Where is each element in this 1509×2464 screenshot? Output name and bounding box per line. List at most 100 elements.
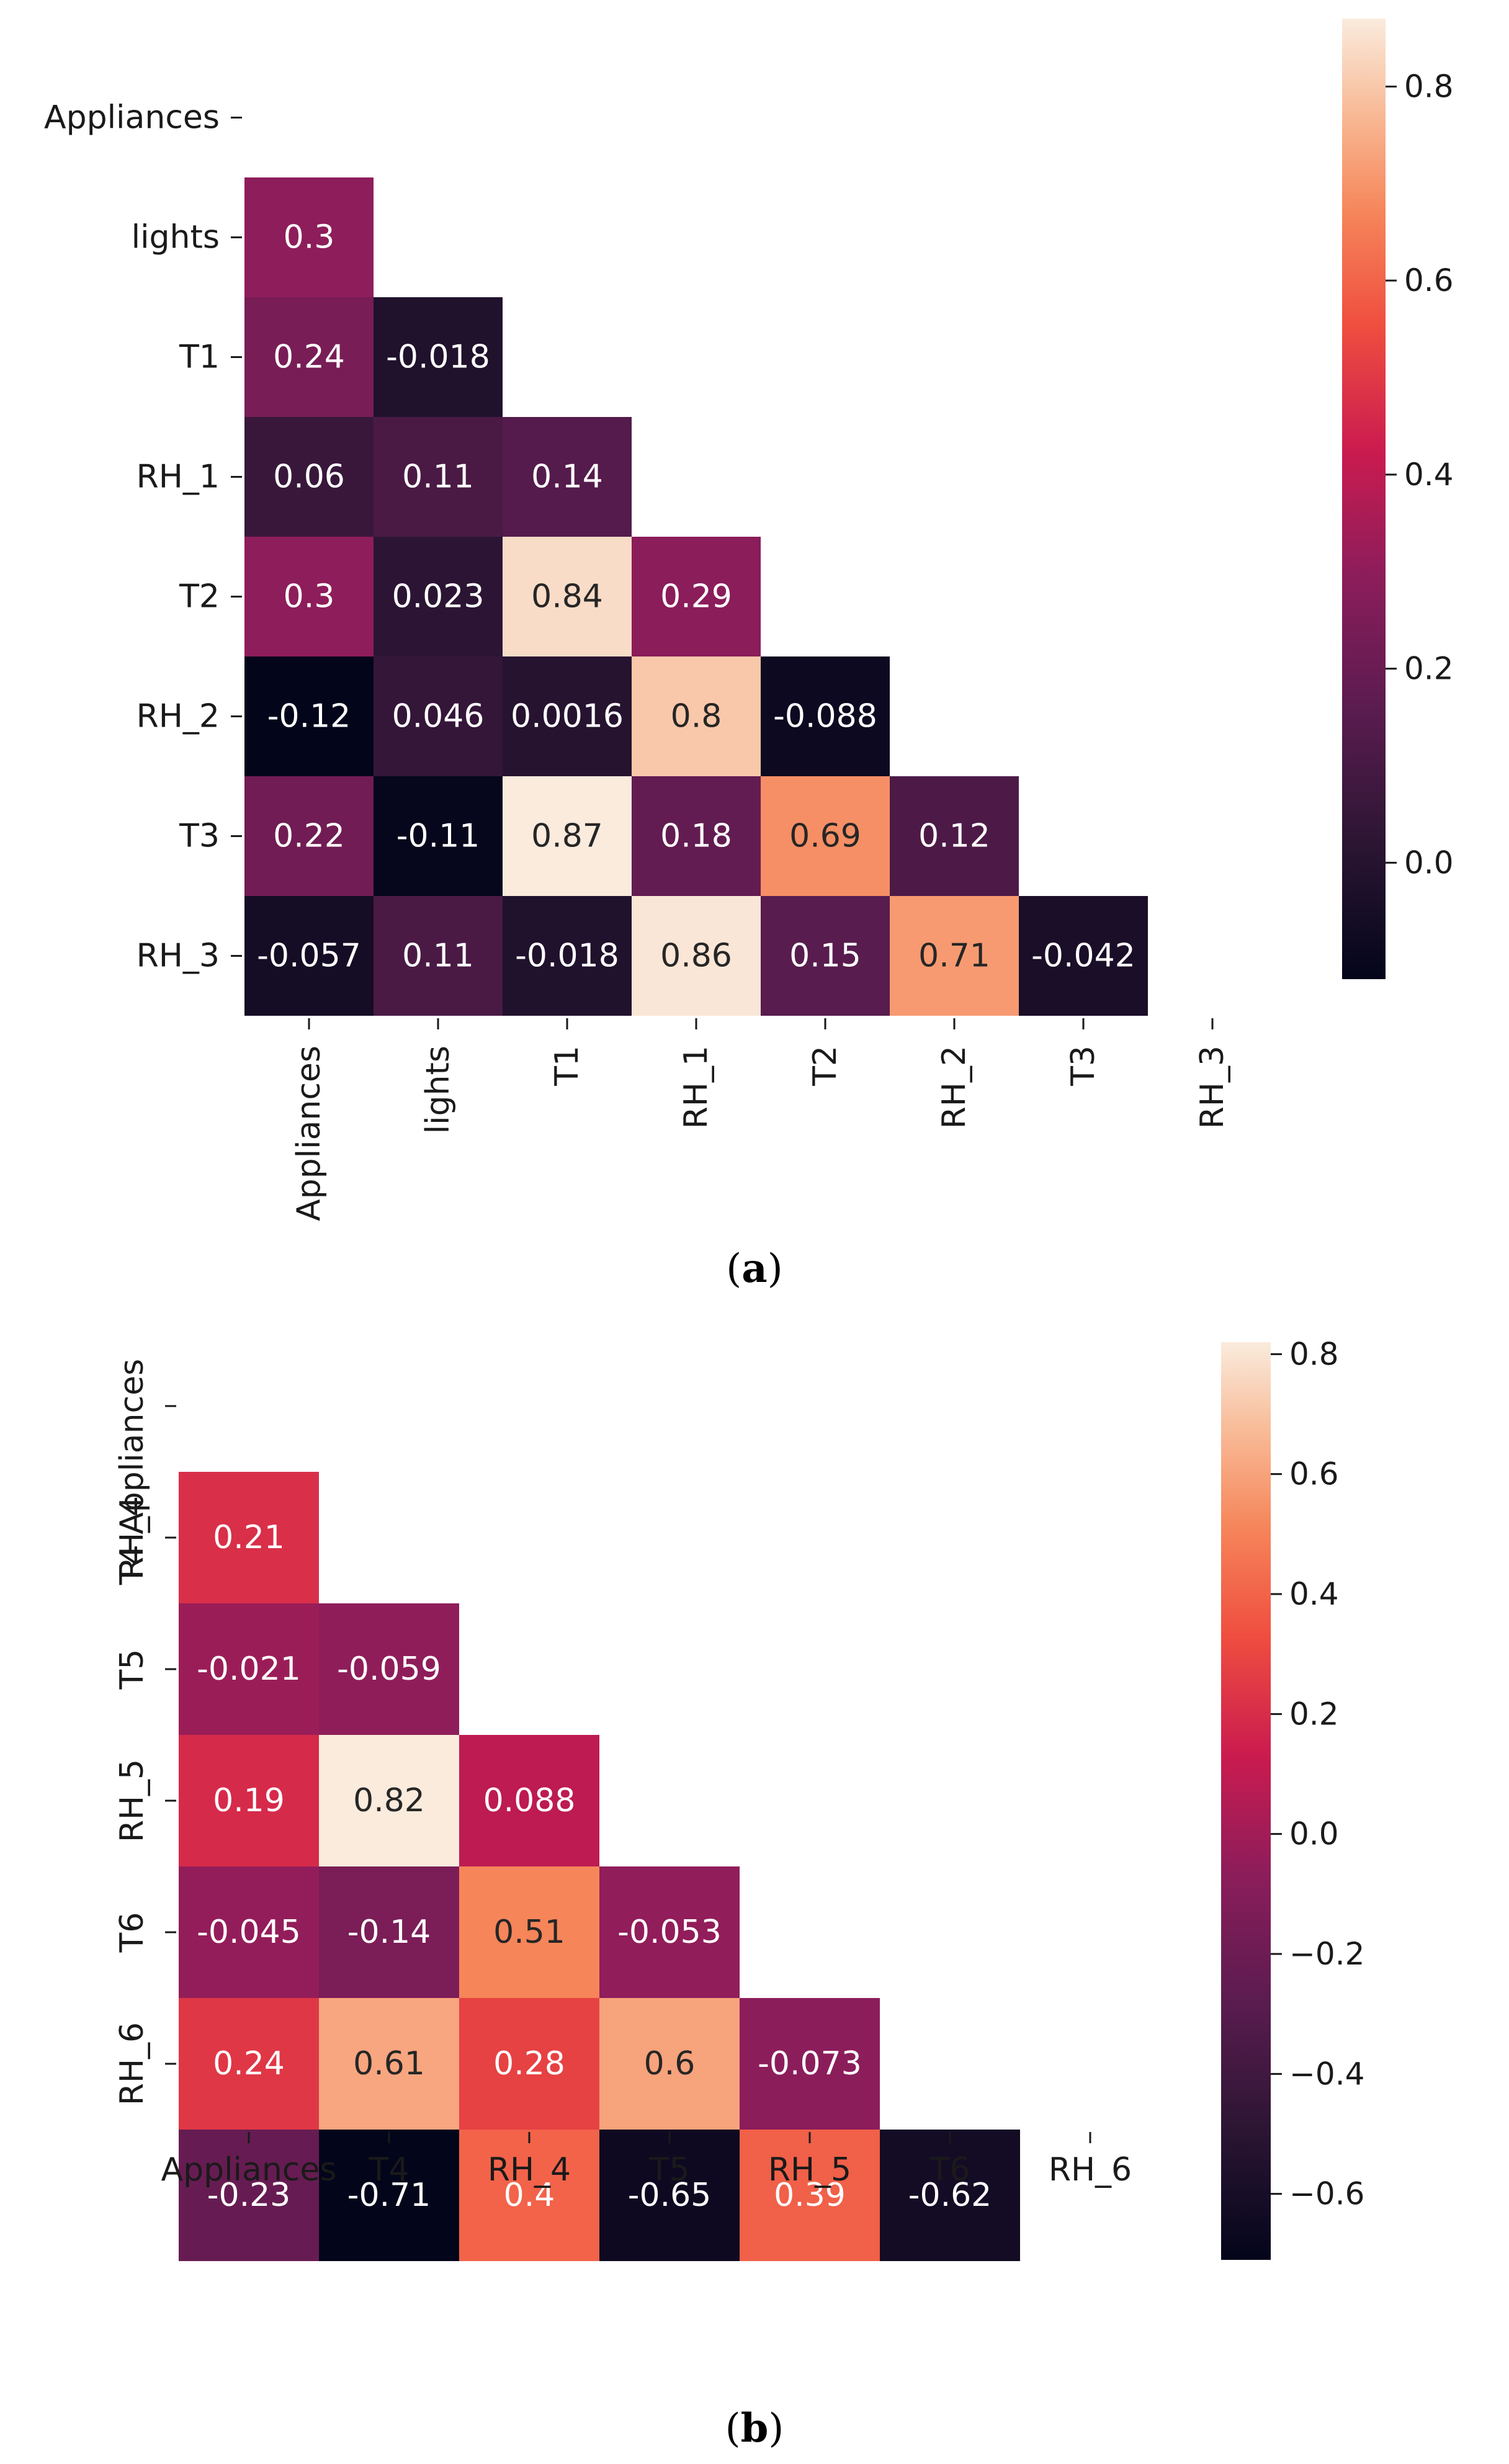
- cell-value-rh-1-appliances: 0.06: [273, 459, 345, 496]
- x-tick-label-lights: lights: [419, 1046, 457, 1134]
- colorbar-tick-label-2: −0.2: [1289, 1936, 1364, 1972]
- y-tick-label-rh-6: RH_6: [114, 2022, 151, 2105]
- cell-t3-t2: [761, 776, 890, 896]
- cell-value-t1-lights: -0.018: [386, 339, 490, 376]
- cell-value-undefined-rh-4: 0.4: [504, 2177, 555, 2214]
- colorbar-tick-label-4: 0.8: [1404, 68, 1454, 104]
- cell-value-t2-appliances: 0.3: [284, 578, 335, 616]
- cell-value-undefined-t4: -0.71: [347, 2177, 431, 2214]
- cell-value-t5-appliances: -0.021: [197, 1651, 301, 1688]
- cell-rh-6-rh-4: [459, 1998, 599, 2130]
- cell-value-t3-lights: -0.11: [396, 818, 480, 855]
- cell-value-t3-rh-2: 0.12: [918, 818, 990, 855]
- y-tick-label-appliances: Appliances: [44, 99, 220, 137]
- cell-rh-3-rh-2: [890, 896, 1019, 1016]
- cell-value-t2-t1: 0.84: [531, 578, 603, 616]
- colorbar-b: [1221, 1342, 1271, 2260]
- cell-value-rh-3-t2: 0.15: [789, 938, 861, 975]
- cell-rh-5-t4: [319, 1735, 459, 1866]
- colorbar-tick-label-2: 0.4: [1404, 457, 1454, 493]
- cell-value-rh-5-rh-4: 0.088: [483, 1782, 576, 1819]
- cell-lights-appliances: [244, 177, 374, 297]
- x-tick-label-t6: T6: [929, 2151, 970, 2188]
- cell-t3-rh-2: [890, 776, 1019, 896]
- cell-value-t6-t5: -0.053: [617, 1914, 722, 1951]
- cell-t2-t1: [503, 537, 632, 656]
- cell-rh-3-t3: [1019, 896, 1148, 1016]
- cell-value-rh-1-lights: 0.11: [402, 459, 474, 496]
- cell-value-rh-6-rh-5: -0.073: [758, 2045, 862, 2082]
- cell-t2-rh-1: [632, 537, 761, 656]
- caption-a: (a): [726, 1245, 782, 1292]
- cell-rh-2-t1: [503, 656, 632, 776]
- cell-rh-4-appliances: [179, 1472, 319, 1603]
- x-tick-label-t5: T5: [649, 2151, 690, 2188]
- x-tick-label-t4: T4: [369, 2151, 410, 2188]
- cell-value-rh-6-rh-4: 0.28: [493, 2045, 565, 2082]
- cell-value-t6-t4: -0.14: [347, 1914, 431, 1951]
- cell-t6-appliances: [179, 1866, 319, 1998]
- cell-t6-t5: [599, 1866, 740, 1998]
- y-tick-label-rh-5: RH_5: [114, 1759, 151, 1842]
- cell-undefined-rh-4: [459, 2130, 599, 2261]
- colorbar-tick-label-5: 0.4: [1289, 1576, 1339, 1612]
- cell-undefined-rh-5: [740, 2130, 880, 2261]
- cell-value-undefined-rh-5: 0.39: [774, 2177, 846, 2214]
- cell-value-rh-6-t4: 0.61: [353, 2045, 425, 2082]
- cell-value-rh-1-t1: 0.14: [531, 459, 603, 496]
- x-tick-label-rh-2: RH_2: [936, 1046, 973, 1129]
- cell-rh-2-rh-1: [632, 656, 761, 776]
- cell-value-t3-rh-1: 0.18: [660, 818, 732, 855]
- colorbar-tick-label-7: 0.8: [1289, 1336, 1339, 1372]
- cell-value-t3-appliances: 0.22: [273, 818, 345, 855]
- cell-rh-3-t1: [503, 896, 632, 1016]
- cell-t6-rh-4: [459, 1866, 599, 1998]
- cell-rh-1-t1: [503, 417, 632, 537]
- cell-value-t3-t2: 0.69: [789, 818, 861, 855]
- x-tick-label-rh-4: RH_4: [488, 2151, 571, 2188]
- y-tick-label-lights: lights: [132, 219, 220, 256]
- heatmap-panel-b: 0.21 -0.021 -0.059 0.19 0.82 0.088 -0.045 -0.14…: [114, 1336, 1364, 2261]
- heatmap-panel-a: 0.3 0.24 -0.018 0.06 0.11 0.14 0.3 0.023 0.84 0.2…: [44, 19, 1454, 1221]
- y-tick-label-t3: T3: [179, 818, 220, 855]
- cell-rh-1-lights: [374, 417, 503, 537]
- cell-t5-t4: [319, 1603, 459, 1735]
- cell-t2-appliances: [244, 537, 374, 656]
- cell-value-rh-2-appliances: -0.12: [267, 698, 351, 735]
- colorbar-tick-label-0: 0.0: [1404, 844, 1454, 880]
- colorbar-tick-label-0: −0.6: [1289, 2176, 1364, 2212]
- cell-value-rh-3-rh-2: 0.71: [918, 938, 990, 975]
- cell-value-rh-3-rh-1: 0.86: [660, 938, 732, 975]
- cell-rh-6-t5: [599, 1998, 740, 2130]
- cell-rh-3-appliances: [244, 896, 374, 1016]
- cell-rh-3-lights: [374, 896, 503, 1016]
- cell-value-rh-2-lights: 0.046: [392, 698, 485, 735]
- cell-value-t6-appliances: -0.045: [197, 1914, 301, 1951]
- cell-value-rh-2-rh-1: 0.8: [671, 698, 722, 735]
- cell-value-rh-3-t3: -0.042: [1031, 938, 1135, 975]
- y-tick-label-rh-1: RH_1: [137, 459, 220, 496]
- cell-value-t3-t1: 0.87: [531, 818, 603, 855]
- cell-t1-appliances: [244, 297, 374, 417]
- cell-rh-2-lights: [374, 656, 503, 776]
- x-tick-label-rh-1: RH_1: [678, 1046, 715, 1129]
- x-tick-label-appliances: Appliances: [290, 1046, 328, 1221]
- cell-rh-6-t4: [319, 1998, 459, 2130]
- colorbar-tick-label-3: 0.0: [1289, 1816, 1339, 1852]
- cell-t1-lights: [374, 297, 503, 417]
- cell-value-t6-rh-4: 0.51: [493, 1914, 565, 1951]
- x-tick-label-rh-3: RH_3: [1194, 1046, 1231, 1129]
- cell-t3-rh-1: [632, 776, 761, 896]
- cell-value-t5-t4: -0.059: [337, 1651, 441, 1688]
- cell-value-rh-6-t5: 0.6: [644, 2045, 696, 2082]
- cell-value-rh-2-t2: -0.088: [773, 698, 877, 735]
- cell-rh-2-appliances: [244, 656, 374, 776]
- colorbar-a: [1342, 19, 1386, 979]
- cell-rh-3-rh-1: [632, 896, 761, 1016]
- y-tick-label-rh-3: RH_3: [137, 938, 220, 975]
- y-tick-label-t4-appliances: T4 Appliances: [114, 1359, 151, 1585]
- cell-rh-6-rh-5: [740, 1998, 880, 2130]
- cell-t2-lights: [374, 537, 503, 656]
- cell-value-undefined-t6: -0.62: [908, 2177, 992, 2214]
